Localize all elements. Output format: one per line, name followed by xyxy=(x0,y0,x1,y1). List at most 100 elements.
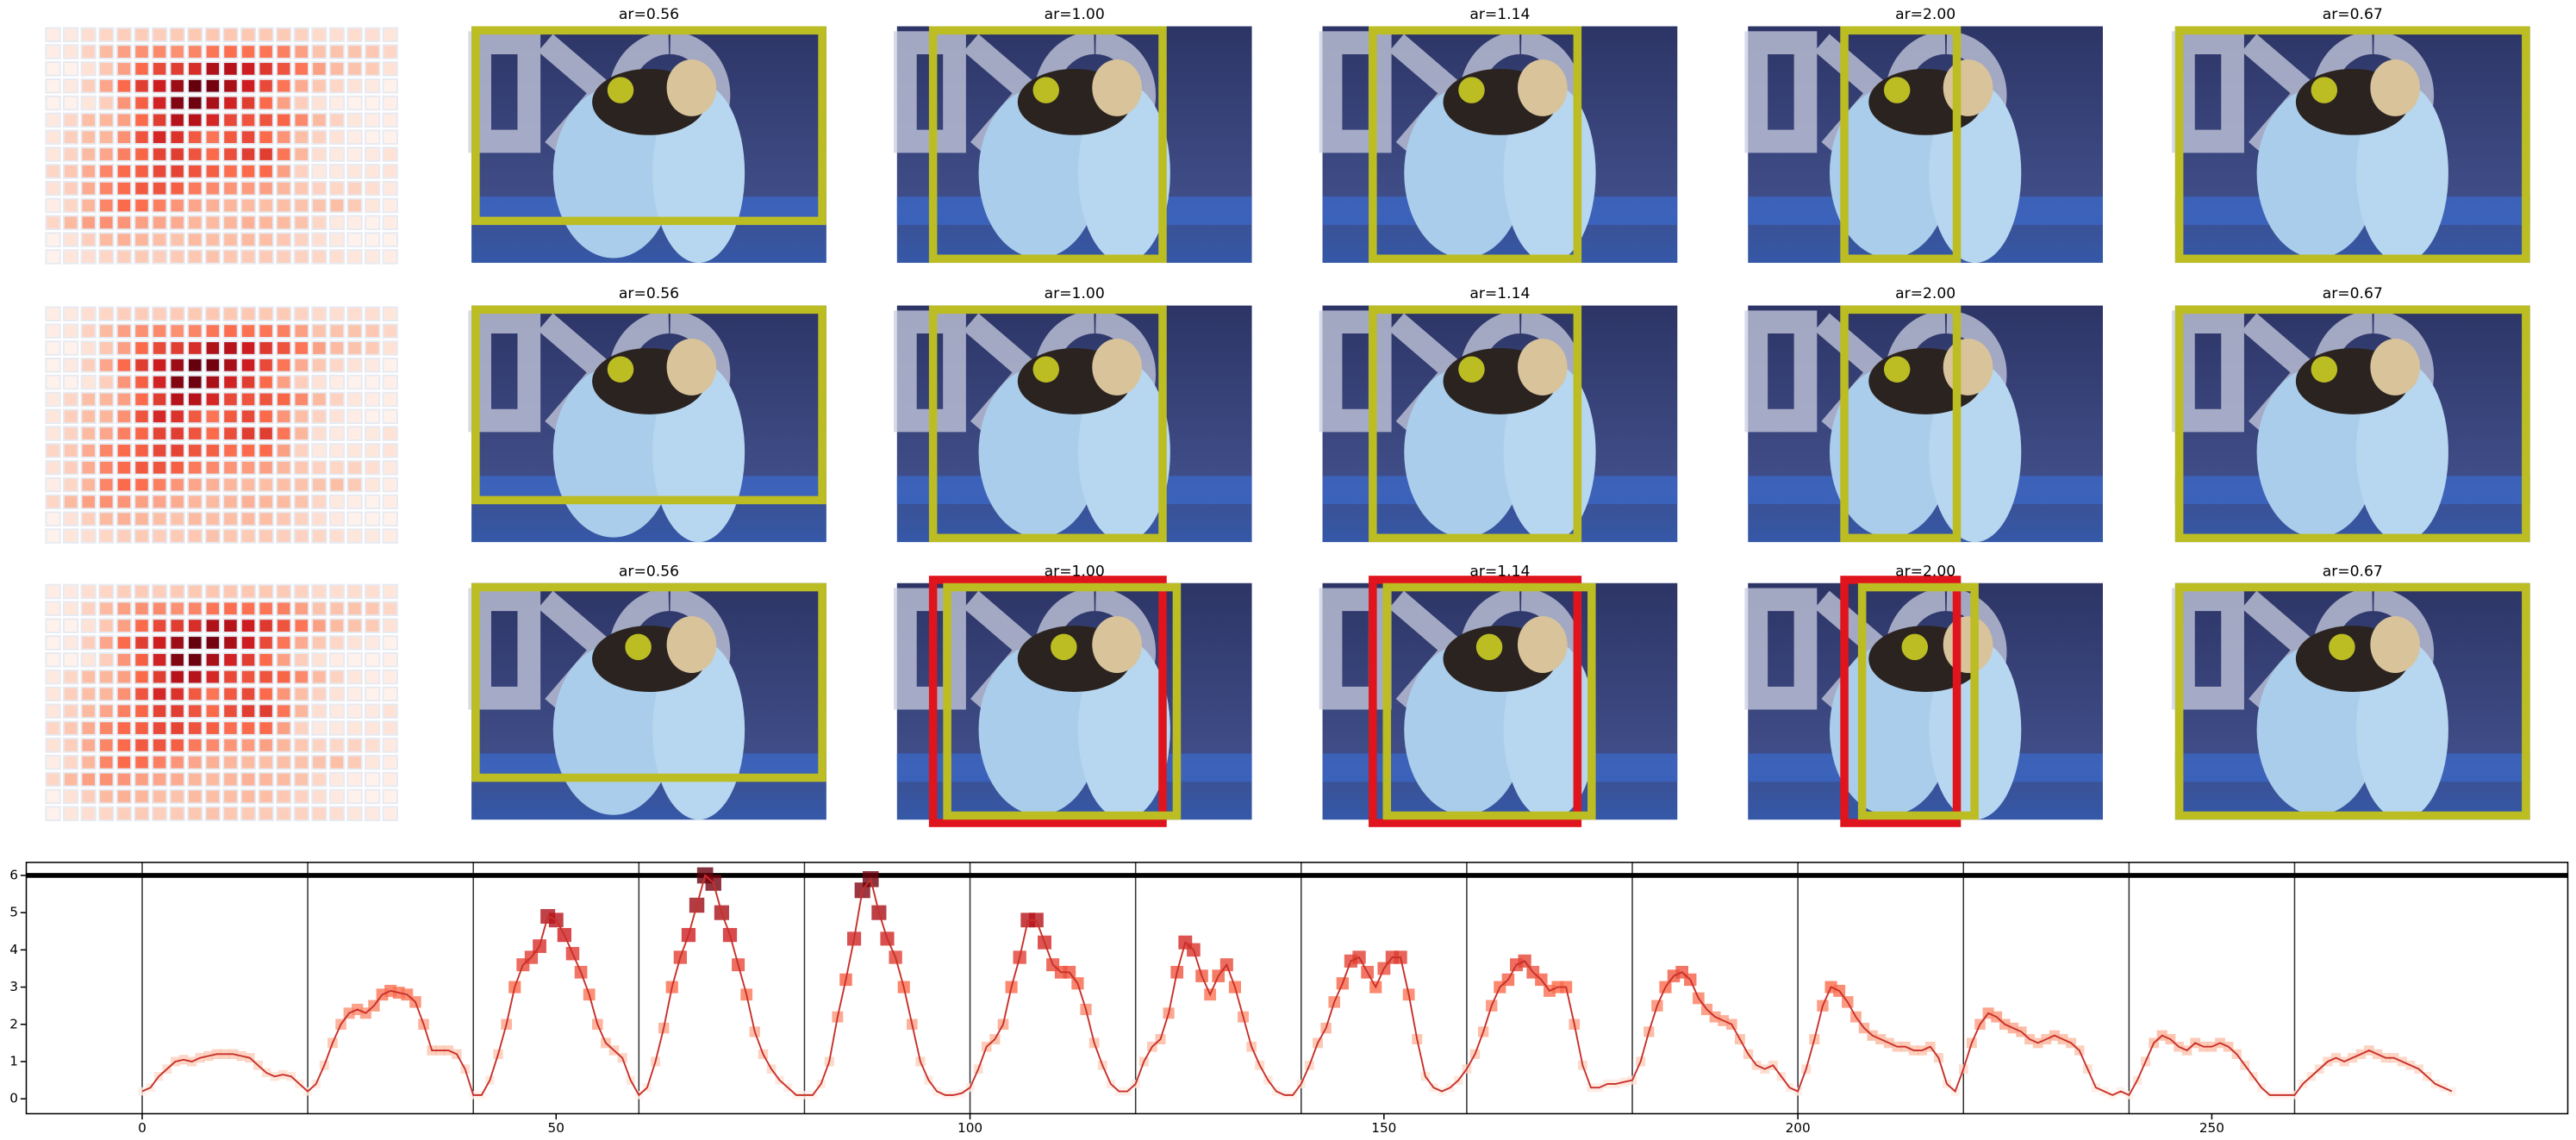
heatmap-cell xyxy=(311,771,327,788)
plot-frame xyxy=(25,862,2569,1115)
heatmap-cell xyxy=(311,459,327,476)
heatmap-cell xyxy=(240,686,257,702)
heatmap-cell xyxy=(187,806,203,821)
heatmap-cell xyxy=(293,494,309,510)
heatmap-cell xyxy=(169,686,185,702)
heatmap-cell xyxy=(63,323,79,339)
heatmap-cell xyxy=(187,374,203,390)
heatmap-cell xyxy=(204,112,221,128)
heatmap-cell xyxy=(187,459,203,476)
heatmap-cell xyxy=(222,771,239,788)
heatmap-cell xyxy=(98,61,115,77)
heatmap-cell xyxy=(187,788,203,805)
heatmap-cell xyxy=(222,340,239,356)
heatmap-cell xyxy=(115,494,133,510)
heatmap-cell xyxy=(293,703,309,720)
heatmap-cell xyxy=(63,720,79,736)
heatmap-cell xyxy=(276,374,292,390)
heatmap-cell xyxy=(45,443,61,458)
heatmap-cell xyxy=(222,215,239,231)
heatmap-cell xyxy=(115,738,133,753)
heatmap-cell xyxy=(276,129,292,145)
heatmap-cell xyxy=(151,249,168,265)
heatmap-cell xyxy=(204,95,221,111)
heatmap-cell xyxy=(45,306,61,322)
heatmap-cell xyxy=(45,340,61,356)
heatmap-cell xyxy=(382,443,398,458)
heatmap-cell xyxy=(204,754,221,770)
heatmap-cell xyxy=(134,652,150,668)
photo-panel: ar=2.00 xyxy=(1744,6,2103,264)
heatmap-cell xyxy=(134,618,150,633)
heatmap-cell xyxy=(115,720,133,736)
heatmap-cell xyxy=(240,703,257,720)
yellow-box xyxy=(1840,26,1962,264)
heatmap-cell xyxy=(204,391,221,408)
heatmap-cell xyxy=(204,477,221,493)
heatmap-cell xyxy=(63,215,79,231)
heatmap-cell xyxy=(45,323,61,339)
heatmap-cell xyxy=(63,408,79,425)
heatmap-cell xyxy=(258,408,274,425)
heatmap-cell xyxy=(187,652,203,668)
heatmap-cell xyxy=(382,635,398,651)
heatmap-cell xyxy=(187,601,203,617)
heatmap-cell xyxy=(151,374,168,390)
heatmap-cell xyxy=(258,771,274,788)
heatmap-cell xyxy=(115,477,133,493)
heatmap-cell xyxy=(364,61,381,77)
yellow-box xyxy=(2174,582,2530,820)
heatmap-cell xyxy=(293,583,309,600)
heatmap-cell xyxy=(346,340,363,356)
heatmap-cell xyxy=(364,197,381,214)
heatmap-cell xyxy=(311,806,327,821)
marker xyxy=(2448,1087,2456,1096)
heatmap-cell xyxy=(204,374,221,390)
heatmap-cell xyxy=(293,443,309,458)
heatmap-cell xyxy=(134,180,150,196)
heatmap-cell xyxy=(169,511,185,526)
heatmap-cell xyxy=(134,374,150,390)
heatmap-cell xyxy=(364,408,381,425)
heatmap-cell xyxy=(187,340,203,356)
heatmap-cell xyxy=(222,358,239,373)
heatmap-cell xyxy=(382,180,398,196)
heatmap-cell xyxy=(364,738,381,753)
heatmap xyxy=(45,306,398,544)
heatmap-cell xyxy=(115,164,133,179)
heatmap-cell xyxy=(151,340,168,356)
heatmap-cell xyxy=(258,459,274,476)
heatmap-cell xyxy=(115,44,133,59)
heatmap-cell xyxy=(311,528,327,544)
heatmap-cell xyxy=(63,738,79,753)
heatmap-cell xyxy=(187,635,203,651)
heatmap-cell xyxy=(382,686,398,702)
heatmap-cell xyxy=(187,249,203,265)
heatmap-cell xyxy=(258,215,274,231)
heatmap-cell xyxy=(45,720,61,736)
heatmap-cell xyxy=(134,754,150,770)
photo-hair xyxy=(1092,616,1142,674)
heatmap-cell xyxy=(382,408,398,425)
heatmap-cell xyxy=(328,511,346,526)
heatmap-cell xyxy=(169,197,185,214)
yellow-box xyxy=(2174,26,2530,264)
heatmap-cell xyxy=(311,129,327,145)
heatmap-cell xyxy=(382,494,398,510)
heatmap-cell xyxy=(169,215,185,231)
heatmap-cell xyxy=(240,738,257,753)
heatmap-cell xyxy=(169,738,185,753)
heatmap-cell xyxy=(98,44,115,59)
heatmap-cell xyxy=(276,669,292,685)
heatmap-cell xyxy=(328,528,346,544)
heatmap-cell xyxy=(293,511,309,526)
heatmap-cell xyxy=(115,601,133,617)
heatmap-cell xyxy=(346,635,363,651)
heatmap-cell xyxy=(80,494,97,510)
heatmap-cell xyxy=(311,788,327,805)
x-tick-label: 50 xyxy=(548,1120,564,1136)
heatmap-cell xyxy=(204,703,221,720)
heatmap-cell xyxy=(98,788,115,805)
heatmap-cell xyxy=(134,61,150,77)
heatmap-cell xyxy=(258,112,274,128)
